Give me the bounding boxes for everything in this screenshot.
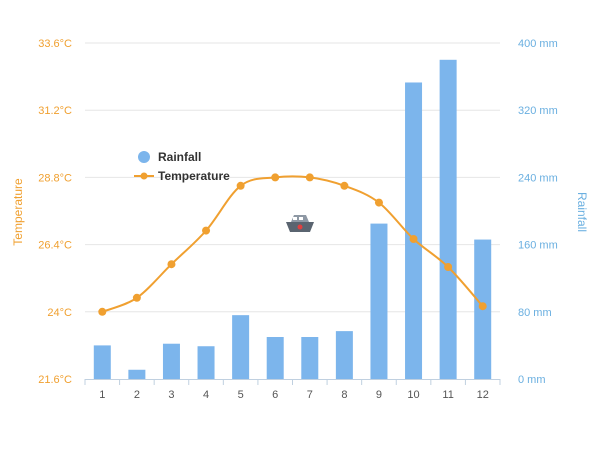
left-tick-label: 24°C <box>47 307 72 319</box>
x-tick-label: 10 <box>407 389 419 401</box>
temperature-point[interactable] <box>202 226 211 235</box>
left-tick-label: 26.4°C <box>38 240 72 252</box>
x-tick-label: 3 <box>168 389 174 401</box>
temperature-line <box>98 173 487 316</box>
x-axis: 1 2 3 4 5 6 7 8 9 10 11 12 <box>84 379 501 401</box>
temperature-point[interactable] <box>305 173 314 182</box>
right-tick-label: 320 mm <box>518 105 558 117</box>
x-tick-label: 9 <box>376 389 382 401</box>
temperature-point[interactable] <box>340 181 349 190</box>
rainfall-bar[interactable] <box>162 343 180 379</box>
right-tick-label: 400 mm <box>518 38 558 50</box>
left-tick-label: 28.8°C <box>38 172 72 184</box>
temperature-point[interactable] <box>271 173 280 182</box>
left-tick-label: 33.6°C <box>38 38 72 50</box>
legend-item-temperature[interactable]: Temperature <box>134 169 230 183</box>
left-axis-title: Temperature <box>11 178 25 246</box>
right-tick-label: 0 mm <box>518 374 546 386</box>
rainfall-bar[interactable] <box>439 59 457 380</box>
x-tick-label: 12 <box>477 389 489 401</box>
left-axis: 21.6°C 24°C 26.4°C 28.8°C 31.2°C 33.6°C <box>38 38 72 386</box>
right-tick-label: 80 mm <box>518 307 552 319</box>
x-tick-label: 2 <box>134 389 140 401</box>
temperature-point[interactable] <box>167 260 176 269</box>
right-axis: 0 mm 80 mm 160 mm 240 mm 320 mm 400 mm <box>518 38 558 386</box>
legend: Rainfall Temperature <box>134 150 230 183</box>
right-tick-label: 160 mm <box>518 240 558 252</box>
legend-temperature-marker <box>140 172 148 180</box>
legend-item-rainfall[interactable]: Rainfall <box>138 150 201 164</box>
temperature-point[interactable] <box>98 307 107 316</box>
watermark-logo-icon <box>286 215 314 232</box>
grid-lines <box>85 42 500 313</box>
legend-rainfall-label: Rainfall <box>158 150 201 164</box>
rainfall-bar[interactable] <box>197 346 215 379</box>
x-tick-label: 1 <box>99 389 105 401</box>
temperature-point[interactable] <box>444 263 453 271</box>
x-tick-label: 11 <box>442 389 453 401</box>
x-tick-label: 7 <box>307 389 313 401</box>
rainfall-bar[interactable] <box>232 315 250 379</box>
rainfall-bar[interactable] <box>266 337 284 379</box>
temperature-point[interactable] <box>132 293 141 302</box>
legend-temperature-label: Temperature <box>158 169 230 183</box>
rainfall-bar[interactable] <box>128 369 146 379</box>
temperature-point[interactable] <box>478 302 487 311</box>
rainfall-bar[interactable] <box>405 82 423 379</box>
x-tick-label: 5 <box>238 389 244 401</box>
rainfall-bars <box>93 59 492 380</box>
right-tick-label: 240 mm <box>518 172 558 184</box>
rainfall-bar[interactable] <box>301 337 319 379</box>
x-tick-label: 6 <box>272 389 278 401</box>
rainfall-bar[interactable] <box>370 223 388 379</box>
legend-rainfall-marker <box>138 151 150 163</box>
rainfall-bar[interactable] <box>335 331 353 379</box>
right-axis-title: Rainfall <box>575 192 589 232</box>
temperature-point[interactable] <box>374 198 383 207</box>
temperature-point[interactable] <box>236 181 245 190</box>
rainfall-bar[interactable] <box>93 345 111 379</box>
left-tick-label: 31.2°C <box>38 105 72 117</box>
temperature-point[interactable] <box>409 235 418 243</box>
x-tick-label: 8 <box>341 389 347 401</box>
temperature-series-line <box>101 175 484 313</box>
x-tick-label: 4 <box>203 389 209 401</box>
left-tick-label: 21.6°C <box>38 374 72 386</box>
